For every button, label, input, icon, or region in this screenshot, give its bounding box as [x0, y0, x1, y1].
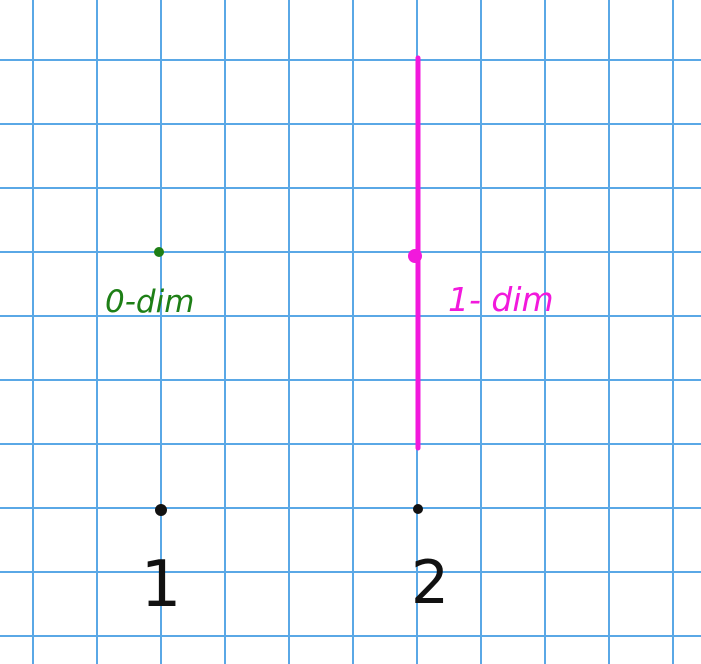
dimension-1-label: 1 — [141, 548, 182, 622]
one-dim-label: 1- dim — [448, 280, 554, 319]
one-dim-point — [408, 249, 422, 263]
zero-dim-point — [154, 247, 164, 257]
zero-dim-label: 0-dim — [105, 284, 194, 320]
dimension-2-point — [413, 504, 423, 514]
dimension-2-label: 2 — [411, 548, 449, 618]
dimension-1-point — [155, 504, 167, 516]
